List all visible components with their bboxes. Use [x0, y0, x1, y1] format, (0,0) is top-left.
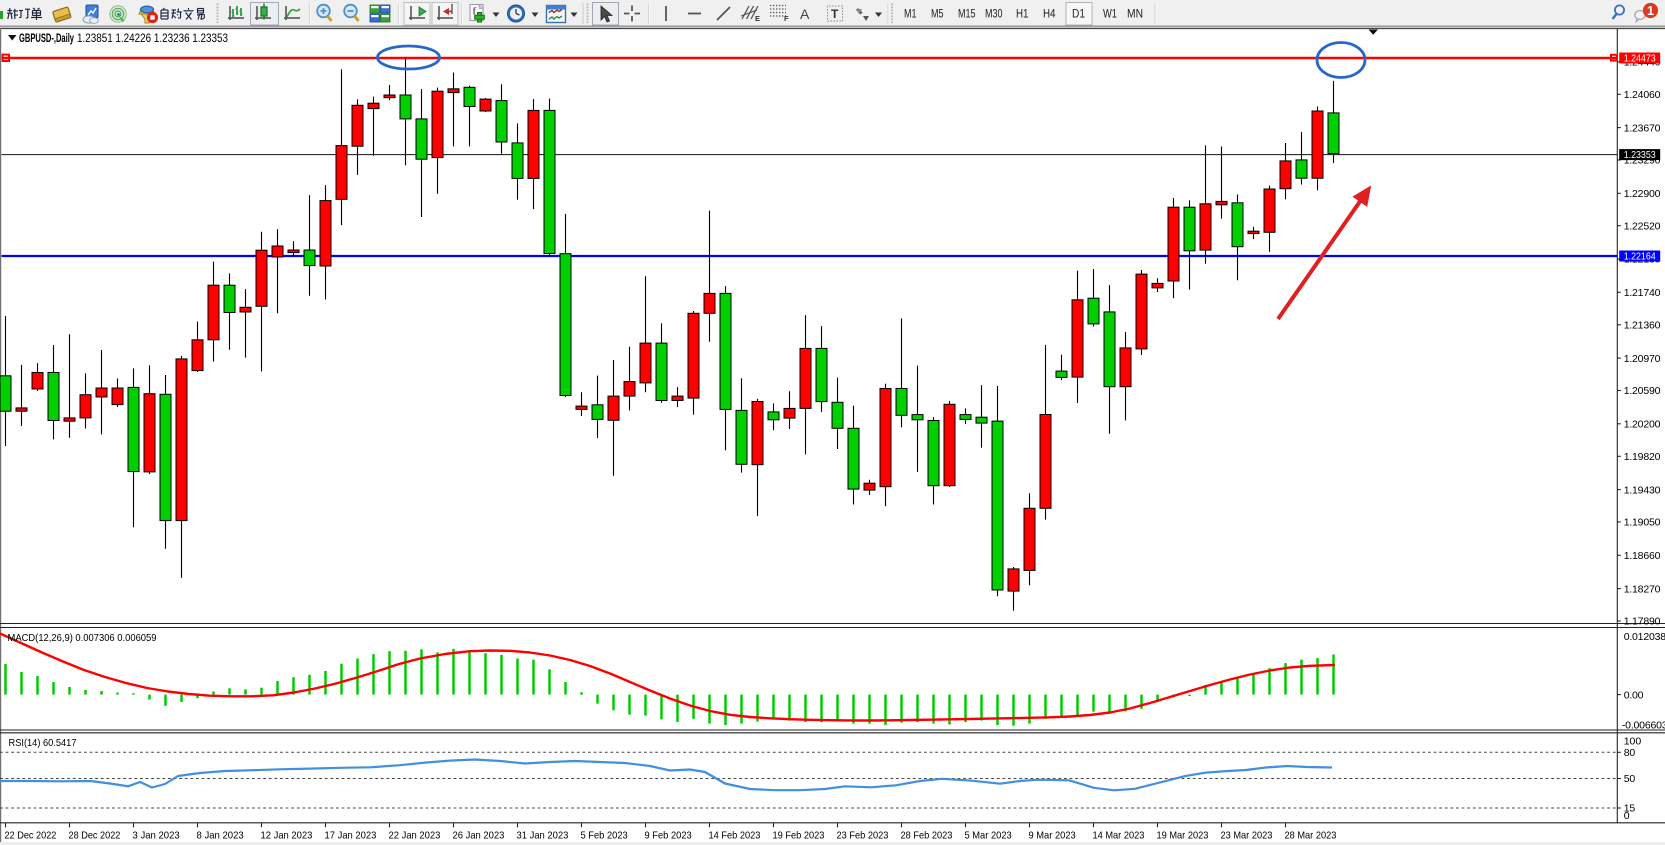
svg-text:26 Jan 2023: 26 Jan 2023 [453, 829, 505, 841]
svg-text:19 Feb 2023: 19 Feb 2023 [773, 829, 825, 841]
svg-text:1.19820: 1.19820 [1624, 451, 1661, 463]
svg-text:1.20590: 1.20590 [1624, 385, 1661, 397]
svg-text:14 Mar 2023: 14 Mar 2023 [1093, 829, 1145, 841]
svg-text:1.18660: 1.18660 [1624, 550, 1661, 562]
svg-text:W1: W1 [1103, 9, 1117, 21]
svg-text:0.012038: 0.012038 [1624, 631, 1665, 643]
svg-text:5 Mar 2023: 5 Mar 2023 [965, 829, 1012, 841]
svg-text:1.23353: 1.23353 [1624, 149, 1656, 161]
svg-text:1.21740: 1.21740 [1624, 287, 1661, 299]
svg-text:22 Dec 2022: 22 Dec 2022 [5, 829, 57, 841]
svg-text:M30: M30 [985, 9, 1003, 21]
svg-text:1.23670: 1.23670 [1624, 122, 1661, 134]
svg-text:H1: H1 [1016, 9, 1029, 21]
svg-text:23 Mar 2023: 23 Mar 2023 [1221, 829, 1273, 841]
svg-text:1.18270: 1.18270 [1624, 583, 1661, 595]
svg-text:50: 50 [1624, 773, 1636, 785]
svg-text:1.24473: 1.24473 [1624, 53, 1656, 65]
svg-text:1.24060: 1.24060 [1624, 89, 1661, 101]
svg-text:8 Jan 2023: 8 Jan 2023 [197, 829, 244, 841]
svg-text:1.22520: 1.22520 [1624, 220, 1661, 232]
svg-text:3 Jan 2023: 3 Jan 2023 [133, 829, 180, 841]
svg-text:1.17890: 1.17890 [1624, 616, 1661, 628]
svg-text:100: 100 [1624, 735, 1642, 747]
svg-text:-0.006603: -0.006603 [1622, 720, 1665, 732]
svg-text:1.21360: 1.21360 [1624, 320, 1661, 332]
svg-text:1.20200: 1.20200 [1624, 419, 1661, 431]
svg-text:5 Feb 2023: 5 Feb 2023 [581, 829, 628, 841]
svg-text:80: 80 [1624, 747, 1636, 759]
svg-text:H4: H4 [1043, 9, 1056, 21]
svg-text:1.22164: 1.22164 [1624, 251, 1656, 263]
svg-text:9 Mar 2023: 9 Mar 2023 [1029, 829, 1076, 841]
svg-text:31 Jan 2023: 31 Jan 2023 [517, 829, 569, 841]
svg-text:28 Dec 2022: 28 Dec 2022 [69, 829, 121, 841]
svg-text:M15: M15 [958, 9, 976, 21]
svg-text:0: 0 [1624, 810, 1630, 822]
svg-text:23 Feb 2023: 23 Feb 2023 [837, 829, 889, 841]
svg-text:GBPUSD-,Daily: GBPUSD-,Daily [19, 33, 74, 45]
svg-text:M5: M5 [931, 9, 944, 21]
svg-text:E: E [755, 14, 760, 23]
svg-text:M1: M1 [904, 9, 917, 21]
svg-text:RSI(14) 60.5417: RSI(14) 60.5417 [9, 737, 77, 749]
svg-text:MACD(12,26,9) 0.007306 0.00605: MACD(12,26,9) 0.007306 0.006059 [8, 632, 157, 644]
svg-text:22 Jan 2023: 22 Jan 2023 [389, 829, 441, 841]
svg-text:19 Mar 2023: 19 Mar 2023 [1157, 829, 1209, 841]
svg-text:F: F [784, 14, 789, 23]
svg-text:0.00: 0.00 [1624, 689, 1644, 701]
svg-text:A: A [800, 6, 810, 22]
svg-text:9 Feb 2023: 9 Feb 2023 [645, 829, 692, 841]
svg-text:1.19430: 1.19430 [1624, 484, 1661, 496]
svg-text:1.22900: 1.22900 [1624, 188, 1661, 200]
svg-text:28 Feb 2023: 28 Feb 2023 [901, 829, 953, 841]
svg-text:1.23851 1.24226 1.23236 1.2335: 1.23851 1.24226 1.23236 1.23353 [77, 33, 228, 45]
svg-text:15: 15 [1624, 803, 1636, 815]
svg-text:12 Jan 2023: 12 Jan 2023 [261, 829, 313, 841]
svg-text:28 Mar 2023: 28 Mar 2023 [1285, 829, 1337, 841]
svg-text:MN: MN [1127, 9, 1143, 21]
svg-text:1.19050: 1.19050 [1624, 517, 1661, 529]
svg-text:D1: D1 [1072, 9, 1085, 21]
svg-text:T: T [831, 7, 839, 21]
svg-text:f: f [473, 6, 477, 18]
svg-text:17 Jan 2023: 17 Jan 2023 [325, 829, 377, 841]
svg-text:1.20970: 1.20970 [1624, 353, 1661, 365]
svg-text:14 Feb 2023: 14 Feb 2023 [709, 829, 761, 841]
svg-text:1: 1 [1647, 4, 1654, 18]
